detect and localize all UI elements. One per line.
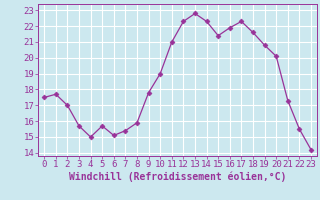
X-axis label: Windchill (Refroidissement éolien,°C): Windchill (Refroidissement éolien,°C) xyxy=(69,172,286,182)
